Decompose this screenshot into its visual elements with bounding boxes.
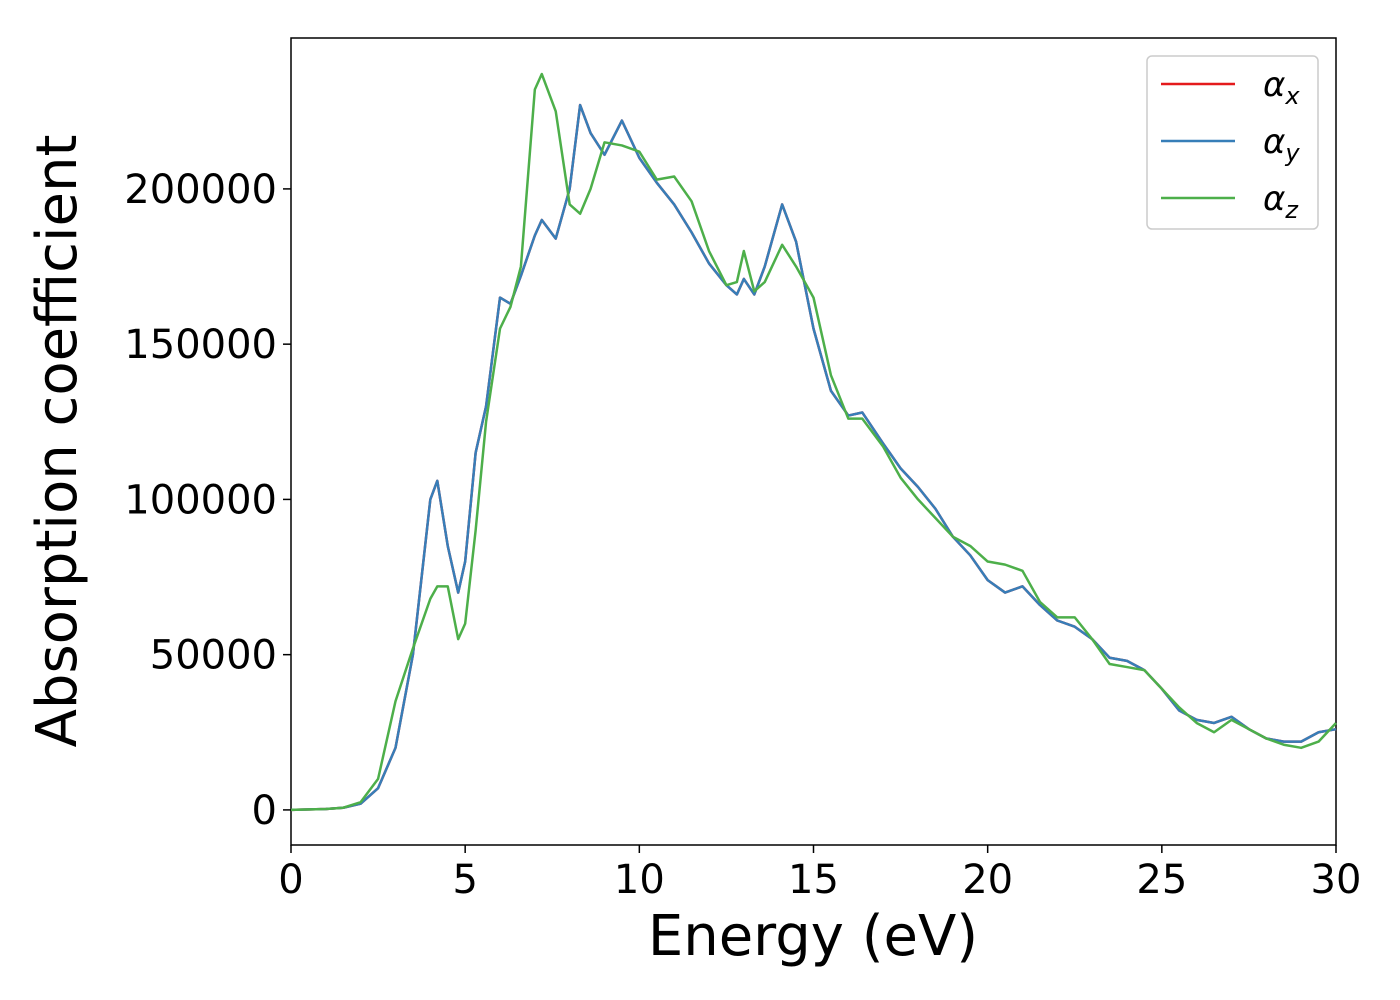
y-tick-label: 200000: [124, 167, 277, 213]
x-axis-label: Energy (eV): [648, 904, 978, 969]
x-tick-label: 20: [962, 857, 1013, 903]
y-tick-label: 0: [252, 788, 277, 834]
x-tick-label: 25: [1136, 857, 1187, 903]
legend-label: αx: [1263, 65, 1300, 110]
x-tick-label: 30: [1311, 857, 1362, 903]
x-tick-label: 10: [614, 857, 665, 903]
x-tick-label: 0: [278, 857, 303, 903]
legend-box: [1146, 55, 1319, 230]
legend-label: αy: [1263, 122, 1300, 167]
y-tick-label: 100000: [124, 477, 277, 523]
y-tick-label: 150000: [124, 322, 277, 368]
y-tick-label: 50000: [150, 633, 277, 679]
legend-label: αz: [1263, 179, 1299, 224]
series-line: [290, 72, 1337, 812]
x-tick-label: 15: [788, 857, 839, 903]
x-tick-label: 5: [452, 857, 477, 903]
y-axis-label: Absorption coefficient: [25, 135, 90, 748]
